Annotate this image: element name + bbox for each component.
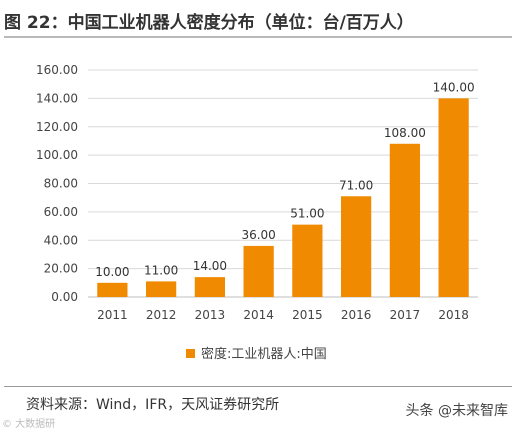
y-tick-label: 40.00 bbox=[44, 233, 78, 247]
bar bbox=[194, 277, 225, 297]
watermark-left: © 大数据研 bbox=[2, 419, 56, 430]
data-labels: 10.00 11.00 14.00 36.00 51.00 71.00 108.00 140.… bbox=[95, 80, 474, 278]
data-label: 108.00 bbox=[384, 126, 426, 140]
x-tick-label: 2012 bbox=[146, 308, 177, 322]
data-label: 11.00 bbox=[144, 263, 178, 277]
legend: 密度:工业机器人:中国 bbox=[186, 343, 327, 362]
x-tick-label: 2014 bbox=[243, 308, 274, 322]
watermark-brand: 头条 @未来智库 bbox=[405, 403, 508, 419]
data-label: 10.00 bbox=[95, 265, 129, 279]
bar bbox=[292, 224, 323, 297]
bar bbox=[243, 245, 274, 297]
footer-divider bbox=[4, 386, 512, 387]
title-divider bbox=[4, 36, 512, 38]
x-tick-label: 2013 bbox=[195, 308, 226, 322]
x-tick-label: 2016 bbox=[341, 308, 372, 322]
y-tick-label: 80.00 bbox=[44, 177, 78, 191]
x-tick-label: 2015 bbox=[292, 308, 323, 322]
chart-title: 图 22：中国工业机器人密度分布（单位：台/百万人） bbox=[4, 13, 414, 33]
data-label: 14.00 bbox=[193, 259, 227, 273]
y-tick-label: 60.00 bbox=[44, 205, 78, 219]
bar bbox=[341, 196, 372, 297]
data-label: 36.00 bbox=[241, 228, 275, 242]
y-tick-label: 100.00 bbox=[36, 148, 78, 162]
y-axis-ticks: 0.00 20.00 40.00 60.00 80.00 100.00 120.00 140.… bbox=[36, 63, 78, 304]
x-axis-ticks: 2011 2012 2013 2014 2015 2016 2017 2018 bbox=[97, 308, 469, 322]
data-label: 51.00 bbox=[290, 207, 324, 221]
y-tick-label: 20.00 bbox=[44, 262, 78, 276]
x-tick-label: 2018 bbox=[438, 308, 469, 322]
bar-chart: 0.00 20.00 40.00 60.00 80.00 100.00 120.00 140.… bbox=[36, 63, 478, 322]
source-note: 资料来源：Wind，IFR，天风证券研究所 bbox=[26, 397, 280, 413]
bar bbox=[146, 281, 177, 297]
y-tick-label: 160.00 bbox=[36, 63, 78, 77]
legend-swatch bbox=[186, 349, 195, 358]
y-tick-label: 140.00 bbox=[36, 91, 78, 105]
bar bbox=[97, 282, 128, 297]
bar bbox=[438, 98, 469, 297]
y-tick-label: 0.00 bbox=[51, 290, 78, 304]
y-tick-label: 120.00 bbox=[36, 120, 78, 134]
data-label: 140.00 bbox=[433, 80, 475, 94]
x-tick-label: 2017 bbox=[390, 308, 421, 322]
bars bbox=[97, 98, 469, 297]
gridlines bbox=[88, 69, 478, 298]
data-label: 71.00 bbox=[339, 178, 373, 192]
bar bbox=[389, 143, 420, 297]
x-tick-label: 2011 bbox=[97, 308, 128, 322]
legend-label: 密度:工业机器人:中国 bbox=[201, 347, 327, 362]
